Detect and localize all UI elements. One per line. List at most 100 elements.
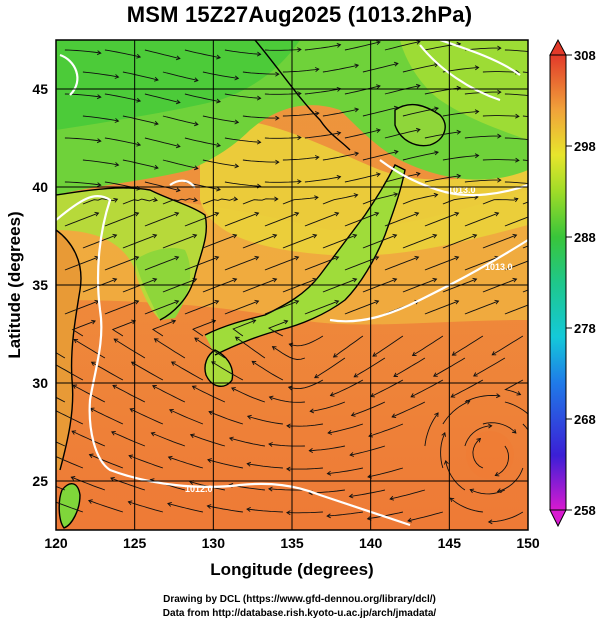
streamline-arrowhead [112,233,118,239]
streamline [64,300,99,315]
streamline [497,467,524,493]
streamline-arrowhead [512,233,518,239]
streamline-arrowhead [326,470,332,476]
streamline [64,256,99,271]
streamline-arrowhead [175,187,181,193]
streamline [344,85,381,95]
streamline [384,256,419,271]
streamline [328,423,364,434]
streamline-arrowhead [272,277,278,283]
streamline-arrowhead [114,74,120,79]
streamline-arrowhead [407,517,412,523]
streamline [464,135,501,139]
streamline-arrowhead [497,177,502,183]
streamline-arrowhead [432,277,438,283]
streamline [268,488,305,491]
streamline [333,335,364,358]
streamline-arrowhead [256,139,262,145]
contour-label-2: 1013.0 [485,262,513,272]
china-coast-land [56,230,81,470]
streamline [71,320,96,337]
streamline [89,454,124,469]
streamline [82,198,118,205]
streamline [202,234,237,249]
streamline-arrowhead [72,384,78,389]
streamline [110,477,146,491]
streamline [144,256,179,271]
x-tick-label: 150 [516,535,540,551]
streamline-arrowhead [112,384,118,390]
streamline [192,385,226,403]
streamline [72,384,106,403]
streamline-arrowhead [246,506,251,512]
streamline [104,300,139,315]
streamline [282,156,319,161]
streamline-arrowhead [451,351,457,356]
streamline [144,212,179,227]
streamline [202,71,239,79]
streamline [162,115,199,125]
streamline-arrowhead [152,385,157,390]
streamline-arrowhead [246,461,252,467]
streamline-arrowhead [297,91,302,97]
streamline-arrowhead [441,431,446,437]
streamline-arrowhead [516,391,522,396]
streamline-arrowhead [352,277,358,283]
streamline-arrowhead [376,128,381,134]
streamline [82,115,119,122]
streamline [128,501,164,513]
streamline [452,335,484,356]
streamline [304,256,339,271]
streamline-arrowhead [314,67,320,72]
streamline-arrowhead [206,504,212,509]
streamline-arrowhead [491,351,497,356]
streamline [424,256,459,271]
streamline-arrowhead [349,452,355,457]
streamline-arrowhead [153,197,158,203]
streamline [504,93,528,96]
streamline [111,320,136,337]
streamline-arrowhead [314,155,320,160]
streamline-arrowhead [127,500,133,506]
streamline [362,106,399,117]
streamline [384,212,419,227]
streamline [402,107,439,117]
streamline-arrowhead [150,431,156,437]
streamline-arrowhead [513,197,519,203]
streamline [56,396,66,403]
streamline-arrowhead [113,198,119,203]
coast-china [56,229,82,471]
taiwan-land [59,483,80,528]
streamline [167,503,203,513]
streamline-arrowhead [326,513,331,519]
streamline-arrowhead [312,233,318,239]
streamline [362,62,399,73]
streamline-arrowhead [376,84,381,90]
streamline-arrowhead [415,127,421,133]
x-axis-label: Longitude (degrees) [210,560,373,579]
streamline [504,304,528,315]
streamline-arrowhead [374,211,380,217]
streamline [350,445,386,456]
streamline [384,129,421,139]
streamline-arrowhead [136,97,142,103]
colorbar-min-arrow [549,509,567,528]
streamline [504,137,528,140]
colorbar-tick-label: 278 [574,321,596,336]
colorbar-ticks: 308 298 288 278 268 258 [566,48,596,518]
streamline-arrowhead [314,111,320,116]
streamline [482,159,519,161]
streamline-arrowhead [193,197,198,203]
streamline-arrowhead [515,113,520,119]
coast-taiwan [58,483,81,529]
streamline-arrowhead [32,430,36,434]
streamline-arrowhead [393,105,399,111]
streamline-arrowhead [208,410,214,416]
coast-hokkaido [394,103,446,147]
streamline-arrowhead [353,193,359,198]
streamline [412,335,444,356]
streamline [322,108,359,117]
streamline-arrowhead [327,429,332,435]
streamline [402,63,439,73]
streamline [122,159,159,169]
